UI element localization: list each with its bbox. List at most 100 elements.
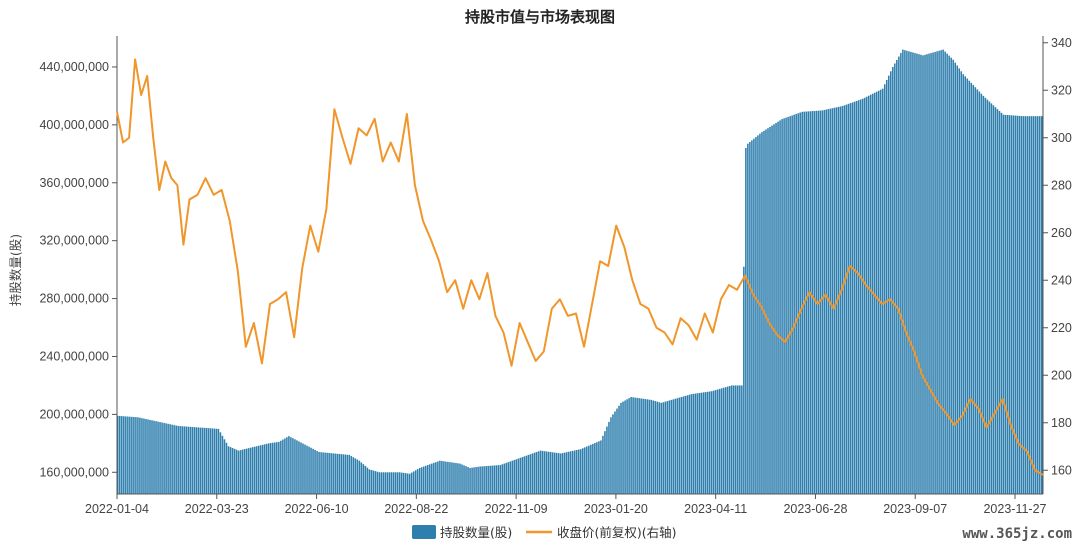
holdings-bar <box>1020 116 1023 494</box>
holdings-bar <box>487 465 489 494</box>
holdings-bar <box>203 427 206 494</box>
holdings-bar <box>940 50 942 494</box>
holdings-bar <box>739 385 741 494</box>
holdings-bar <box>592 443 594 494</box>
holdings-bar <box>698 392 701 494</box>
holdings-bar <box>863 97 866 494</box>
holdings-bar <box>765 129 767 495</box>
holdings-bar <box>348 454 351 494</box>
holdings-bar <box>531 453 534 494</box>
holdings-bar <box>986 99 989 495</box>
holdings-bar <box>636 397 638 494</box>
holdings-bar <box>841 106 844 494</box>
holdings-bar <box>547 451 550 494</box>
legend-bar-label: 持股数量(股) <box>440 525 512 540</box>
holdings-bar <box>998 110 1001 495</box>
holdings-bar <box>477 466 479 494</box>
holdings-bar <box>527 454 530 494</box>
holdings-bar <box>209 428 212 494</box>
holdings-bar <box>616 408 618 494</box>
holdings-bar <box>276 442 278 494</box>
holdings-bar <box>169 424 171 494</box>
holdings-bar <box>145 419 147 494</box>
holdings-bar <box>183 426 185 494</box>
left-tick-label: 160,000,000 <box>39 465 109 479</box>
holdings-bar <box>857 100 860 494</box>
holdings-bar <box>573 450 576 494</box>
holdings-bar <box>358 460 361 494</box>
holdings-bar <box>769 126 771 494</box>
holdings-bar <box>425 465 427 494</box>
holdings-bar <box>539 450 542 494</box>
holdings-bar <box>229 447 232 494</box>
holdings-bar <box>340 454 343 494</box>
holdings-bar <box>783 118 785 494</box>
holdings-bar <box>656 401 659 494</box>
holdings-bar <box>890 71 892 495</box>
holdings-bar <box>982 95 985 495</box>
holdings-bar <box>771 125 773 494</box>
holdings-bar <box>849 103 852 494</box>
holdings-bar <box>700 392 703 494</box>
holdings-bar <box>274 442 276 494</box>
holdings-bar <box>306 445 308 494</box>
holdings-bar <box>753 138 755 494</box>
holdings-bar <box>563 452 566 494</box>
holdings-bar <box>726 386 729 494</box>
holdings-bar <box>970 82 973 494</box>
holdings-bar <box>272 442 274 494</box>
holdings-bar <box>227 446 230 494</box>
holdings-bar <box>755 137 757 494</box>
holdings-bar <box>584 447 586 494</box>
right-tick-label: 300 <box>1051 131 1072 145</box>
holdings-bar <box>433 462 435 494</box>
left-axis-ticks: 160,000,000 200,000,000 240,000,000 280,000… <box>39 60 117 479</box>
holdings-bar <box>813 110 816 495</box>
legend-bar-swatch <box>412 525 436 539</box>
holdings-bar <box>966 78 969 494</box>
price-line <box>116 58 1044 476</box>
holdings-bar <box>509 461 512 494</box>
holdings-bar <box>316 450 318 494</box>
holdings-bar <box>263 444 266 494</box>
holdings-bar <box>320 452 322 494</box>
holdings-bar <box>640 398 642 494</box>
holdings-bar <box>445 461 447 494</box>
holdings-bar <box>745 148 747 494</box>
holdings-bar <box>427 465 429 494</box>
holdings-bar <box>302 443 304 494</box>
holdings-bar <box>892 66 894 494</box>
holdings-bar <box>704 392 707 494</box>
holdings-bar <box>400 472 403 494</box>
y-axis-left-label: 持股数量(股) <box>8 234 23 306</box>
holdings-bar <box>918 54 920 495</box>
holdings-bar <box>630 397 632 494</box>
holdings-bar <box>521 457 524 494</box>
holdings-bar <box>549 452 552 494</box>
holdings-bar <box>175 425 177 494</box>
holdings-bar <box>632 397 634 494</box>
holdings-bar <box>147 419 149 494</box>
holdings-bar <box>571 450 574 494</box>
holdings-bar <box>127 416 129 494</box>
holdings-bar <box>155 421 157 494</box>
holdings-bar <box>471 467 473 494</box>
holdings-bar <box>952 59 954 495</box>
holdings-bar <box>801 111 803 494</box>
holdings-bar <box>799 112 801 495</box>
holdings-bar <box>408 473 411 494</box>
holdings-bar <box>747 143 749 494</box>
holdings-bar <box>481 466 483 494</box>
holdings-bar <box>493 465 495 494</box>
holdings-bar <box>845 104 848 494</box>
holdings-bar <box>354 458 357 494</box>
holdings-bar <box>654 401 657 494</box>
holdings-bar <box>682 396 685 494</box>
holdings-bar <box>956 65 958 494</box>
holdings-bar <box>789 116 791 495</box>
x-tick-label: 2022-03-23 <box>185 502 249 516</box>
x-axis-ticks: 2022-01-04 2022-03-23 2022-06-10 2022-08-22… <box>85 494 1047 516</box>
holdings-bar <box>221 435 224 494</box>
holdings-bar <box>1016 115 1019 495</box>
left-tick-label: 280,000,000 <box>39 292 109 306</box>
